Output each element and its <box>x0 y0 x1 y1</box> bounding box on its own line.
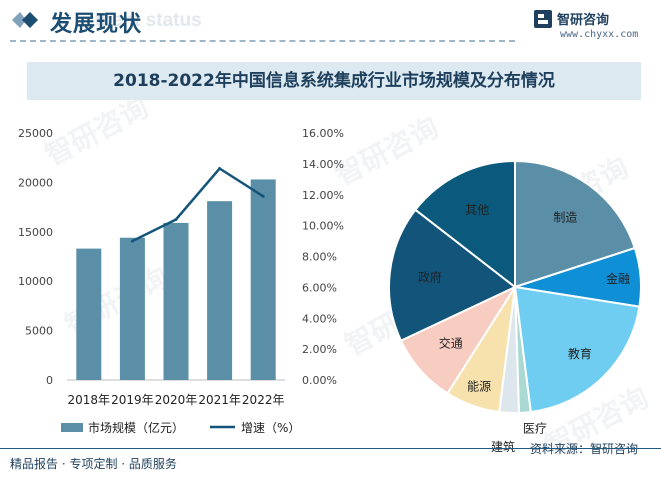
bar <box>207 201 233 380</box>
pie-slice <box>513 285 641 414</box>
growth-point <box>130 239 134 243</box>
y-left-tick-label: 25000 <box>18 127 53 140</box>
brand-url: www.chyxx.com <box>560 29 639 40</box>
x-tick-label: 2021年 <box>198 393 241 407</box>
x-tick-label: 2020年 <box>155 393 198 407</box>
chart-title-band: 2018-2022年中国信息系统集成行业市场规模及分布情况 <box>27 62 641 100</box>
legend-swatch-bar <box>61 423 83 432</box>
y-right-tick-label: 12.00% <box>302 189 344 202</box>
y-left-tick-label: 20000 <box>18 176 53 189</box>
y-right-tick-label: 2.00% <box>302 343 337 356</box>
bar <box>163 222 189 380</box>
pie-label: 金融 <box>606 271 630 286</box>
bar <box>119 237 145 380</box>
y-right-tick-label: 4.00% <box>302 312 337 325</box>
y-right-tick-label: 10.00% <box>302 220 344 233</box>
pie-slice <box>388 208 517 342</box>
pie-label: 其他 <box>465 203 489 217</box>
header-divider <box>10 40 515 42</box>
legend-label: 增速（%） <box>241 421 300 435</box>
pie-slice <box>514 159 637 289</box>
y-right-tick-label: 0.00% <box>302 374 337 387</box>
x-tick-label: 2019年 <box>111 393 154 407</box>
x-tick-label: 2022年 <box>242 393 285 407</box>
footer-divider <box>0 448 661 449</box>
y-left-tick-label: 5000 <box>25 325 53 338</box>
chart-title: 2018-2022年中国信息系统集成行业市场规模及分布情况 <box>113 71 555 91</box>
pie-label: 医疗 <box>523 422 547 436</box>
y-left-tick-label: 15000 <box>18 226 53 239</box>
pie-label: 能源 <box>467 380 491 394</box>
pie-label: 建筑 <box>491 439 515 454</box>
y-left-tick-label: 0 <box>46 374 53 387</box>
brand-name: 智研咨询 <box>557 13 610 28</box>
y-right-tick-label: 16.00% <box>302 127 344 140</box>
legend-label: 市场规模（亿元） <box>88 420 184 435</box>
section-title: 发展现状 <box>50 12 143 37</box>
bar <box>250 179 276 380</box>
brand: 智研咨询 www.chyxx.com <box>534 9 654 43</box>
y-left-tick-label: 10000 <box>18 275 53 288</box>
chevron-icon <box>12 12 38 28</box>
source-note: 资料来源：智研咨询 <box>530 442 639 456</box>
y-right-tick-label: 6.00% <box>302 281 337 294</box>
x-tick-label: 2018年 <box>68 393 111 407</box>
pie-label: 政府 <box>418 270 442 285</box>
bar <box>76 248 102 380</box>
pie-label: 制造 <box>553 211 577 225</box>
growth-line <box>131 167 264 243</box>
growth-point <box>218 167 222 171</box>
growth-point <box>261 194 265 198</box>
growth-point <box>174 217 178 221</box>
pie-label: 教育 <box>568 346 592 361</box>
footer-slogan: 精品报告 · 专项定制 · 品质服务 <box>10 457 177 471</box>
pie-slice <box>414 159 516 290</box>
pie-label: 交通 <box>439 336 463 351</box>
y-right-tick-label: 8.00% <box>302 251 337 264</box>
y-right-tick-label: 14.00% <box>302 158 344 171</box>
brand-logo-icon <box>534 10 552 28</box>
